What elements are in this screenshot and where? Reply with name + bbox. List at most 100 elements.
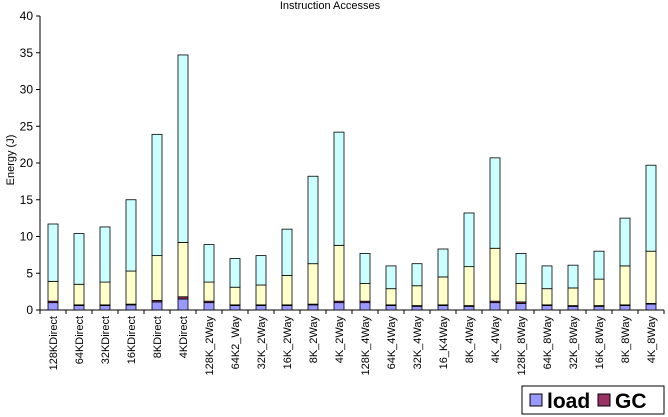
x-tick-label: 128K_8Way [516,316,528,376]
y-axis-label: Energy (J) [5,135,17,186]
bar-segment [255,284,267,306]
bar-segment [463,305,475,311]
bar-segment [151,301,163,311]
chart-title: Instruction Accesses [280,0,381,12]
bar-segment [411,305,423,311]
bar-segment [125,199,137,272]
x-tick-label: 8K_8Way [620,316,632,364]
bar-segment [411,263,423,287]
x-tick-label: 32KDirect [100,316,112,364]
x-tick-label: 64K2_Way [230,316,242,370]
bar-segment [281,228,293,276]
bar-segment [359,283,371,302]
bar-segment [281,305,293,311]
bar-segment [333,131,345,246]
bar-segment [203,281,215,302]
bar-segment [307,263,319,305]
bar-segment [125,270,137,305]
bar-segment [645,303,657,311]
bar-segment [437,305,449,311]
y-tick-label: 0 [26,303,33,317]
bar-segment [73,233,85,285]
bar-segment [47,223,59,282]
y-tick-label: 10 [20,230,34,244]
x-tick-label: 64K_4Way [386,316,398,370]
bar-segment [541,305,553,311]
legend-swatch [529,393,543,407]
legend: load GC [521,385,665,415]
bar-segment [47,302,59,311]
bar-segment [255,305,267,311]
x-tick-label: 4K_2Way [334,316,346,364]
bar-segment [73,283,85,306]
bar-segment [307,175,319,265]
bar-segment [359,253,371,284]
bar-segment [99,281,111,306]
x-tick-label: 16_K4Way [438,316,450,370]
bar-segment [359,302,371,311]
x-tick-label: 128KDirect [48,316,60,370]
bar-segment [125,304,137,311]
bar-segment [177,241,189,298]
bar-segment [47,280,59,302]
bar-segment [567,287,579,306]
bar-segment [437,276,449,306]
bar-segment [151,255,163,301]
x-tick-label: 16K_8Way [594,316,606,370]
bar-segment [411,285,423,306]
x-tick-label: 4K_4Way [490,316,502,364]
bar-segment [177,298,189,311]
y-tick-label: 25 [20,119,34,133]
bar-segment [489,247,501,302]
x-tick-label: 64KDirect [74,316,86,364]
bar-segment [619,305,631,311]
x-tick-label: 32K_8Way [568,316,580,370]
bar-segment [489,302,501,311]
bar-segment [151,133,163,257]
x-tick-label: 4K_8Way [646,316,658,364]
x-tick-label: 8K_4Way [464,316,476,364]
bar-segment [99,226,111,283]
x-tick-label: 128K_2Way [204,316,216,376]
bar-segment [463,212,475,268]
y-tick-label: 20 [20,156,34,170]
plot-area: 0 5 10 15 20 25 30 35 40 128KDirect 64KDirect 32KDi… [20,9,665,376]
bar-segment [567,264,579,289]
bar-segment [567,305,579,311]
x-tick-label: 4KDirect [178,316,190,358]
x-tick-label: 8KDirect [152,316,164,358]
bar-segment [593,250,605,280]
x-tick-label: 32K_2Way [256,316,268,370]
x-tick-label: 16K_2Way [282,316,294,370]
bar-segment [281,275,293,306]
bar-segment [73,305,85,311]
bar-segment [385,305,397,311]
bar-segment [437,248,449,278]
bar-segment [619,217,631,267]
bar-segment [333,244,345,302]
bar-segment [645,164,657,252]
x-tick-label: 16KDirect [126,316,138,364]
x-tick-label: 8K_2Way [308,316,320,364]
legend-label: GC [615,390,647,413]
bar-segment [385,288,397,306]
bar-segment [333,302,345,311]
bar-segment [593,305,605,311]
y-tick-label: 5 [26,266,33,280]
bar-segment [307,304,319,311]
bar-segment [619,265,631,306]
bar-segment [229,258,241,288]
bar-segment [515,253,527,284]
y-tick-label: 35 [20,46,34,60]
bar-segment [489,157,501,249]
bar-segment [593,278,605,306]
bar-segment [203,302,215,311]
legend-swatch [597,393,611,407]
bar-segment [541,288,553,306]
y-tick-label: 30 [20,83,34,97]
y-tick-label: 15 [20,193,34,207]
bar-segment [385,265,397,290]
bar-segment [255,255,267,286]
x-tick-label: 64K_8Way [542,316,554,370]
